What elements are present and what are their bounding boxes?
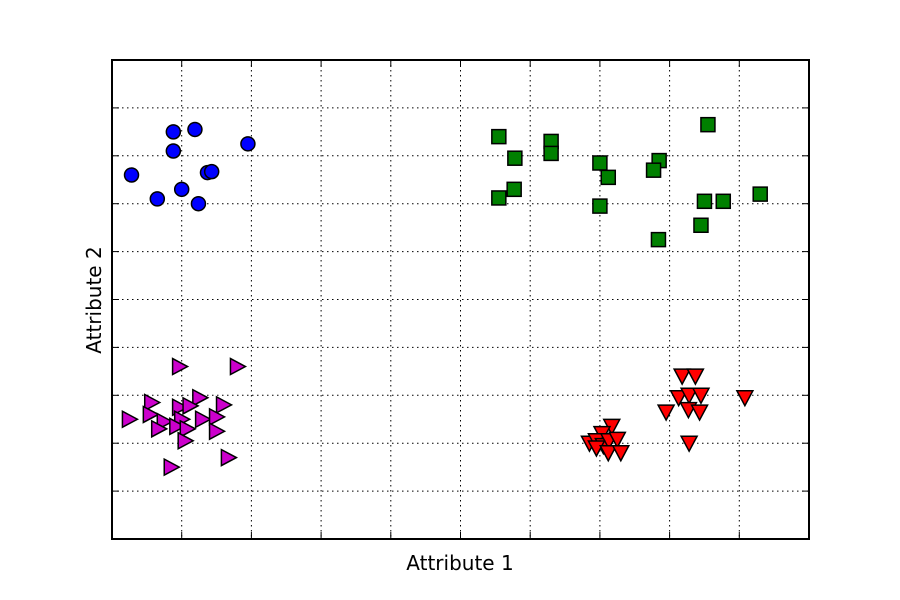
- triangle-down-point-16: [587, 440, 606, 458]
- triangle-down-point-3: [679, 387, 699, 405]
- triangle-down-point-1: [686, 368, 705, 386]
- square-point-9: [506, 181, 522, 198]
- triangle-right-point-3: [192, 388, 210, 407]
- square-point-14: [752, 186, 768, 202]
- triangle-right-point-0: [171, 357, 190, 376]
- square-point-2: [543, 145, 559, 162]
- square-point-7: [645, 162, 662, 178]
- triangle-down-point-18: [611, 445, 631, 463]
- triangle-right-point-13: [150, 419, 169, 439]
- triangle-right-point-6: [182, 396, 200, 416]
- triangle-right-point-1: [229, 357, 248, 376]
- triangle-right-point-19: [163, 457, 181, 477]
- square-point-13: [715, 193, 732, 210]
- axis-ticks: [112, 60, 809, 539]
- square-point-0: [491, 128, 507, 145]
- triangle-right-point-7: [121, 410, 140, 429]
- square-point-5: [600, 169, 617, 186]
- series-triangle-down: [580, 368, 755, 463]
- data-points: [121, 116, 768, 477]
- triangle-down-point-15: [608, 431, 627, 449]
- triangle-down-point-2: [669, 389, 688, 408]
- circle-point-3: [240, 136, 256, 152]
- triangle-down-point-8: [690, 404, 709, 422]
- circle-point-1: [187, 121, 203, 138]
- series-square: [491, 116, 768, 248]
- triangle-right-point-12: [208, 407, 227, 427]
- circle-point-4: [123, 167, 140, 183]
- square-point-12: [696, 193, 713, 210]
- circle-point-7: [173, 181, 190, 198]
- triangle-down-point-5: [735, 389, 755, 408]
- circle-point-6: [203, 163, 220, 180]
- triangle-right-point-5: [171, 398, 190, 417]
- y-axis-label: Attribute 2: [82, 246, 106, 353]
- triangle-right-point-18: [220, 448, 238, 467]
- circle-point-2: [165, 143, 182, 159]
- square-point-8: [700, 116, 716, 133]
- square-point-3: [507, 150, 523, 166]
- triangle-right-point-4: [215, 395, 234, 415]
- triangle-right-point-8: [142, 405, 160, 424]
- triangle-right-point-15: [179, 419, 197, 439]
- triangle-right-point-11: [194, 410, 213, 429]
- square-point-15: [693, 217, 709, 234]
- square-point-11: [592, 198, 608, 214]
- square-point-4: [592, 155, 608, 171]
- triangle-right-point-16: [208, 421, 227, 441]
- triangle-down-point-6: [656, 404, 676, 422]
- triangle-down-point-4: [691, 387, 711, 405]
- triangle-down-point-17: [599, 445, 618, 463]
- square-point-10: [491, 190, 507, 206]
- circle-point-0: [165, 124, 182, 140]
- triangle-right-point-2: [143, 393, 162, 412]
- circle-point-8: [149, 191, 166, 207]
- plot-frame: [111, 59, 810, 540]
- square-point-16: [650, 231, 667, 248]
- triangle-right-point-14: [169, 417, 187, 436]
- series-triangle-right: [121, 357, 248, 477]
- triangle-down-point-0: [672, 368, 692, 386]
- series-circle: [123, 121, 256, 212]
- triangle-right-point-17: [177, 431, 195, 451]
- x-axis-label: Attribute 1: [406, 551, 513, 575]
- circle-point-9: [190, 195, 207, 212]
- triangle-down-point-19: [679, 435, 699, 453]
